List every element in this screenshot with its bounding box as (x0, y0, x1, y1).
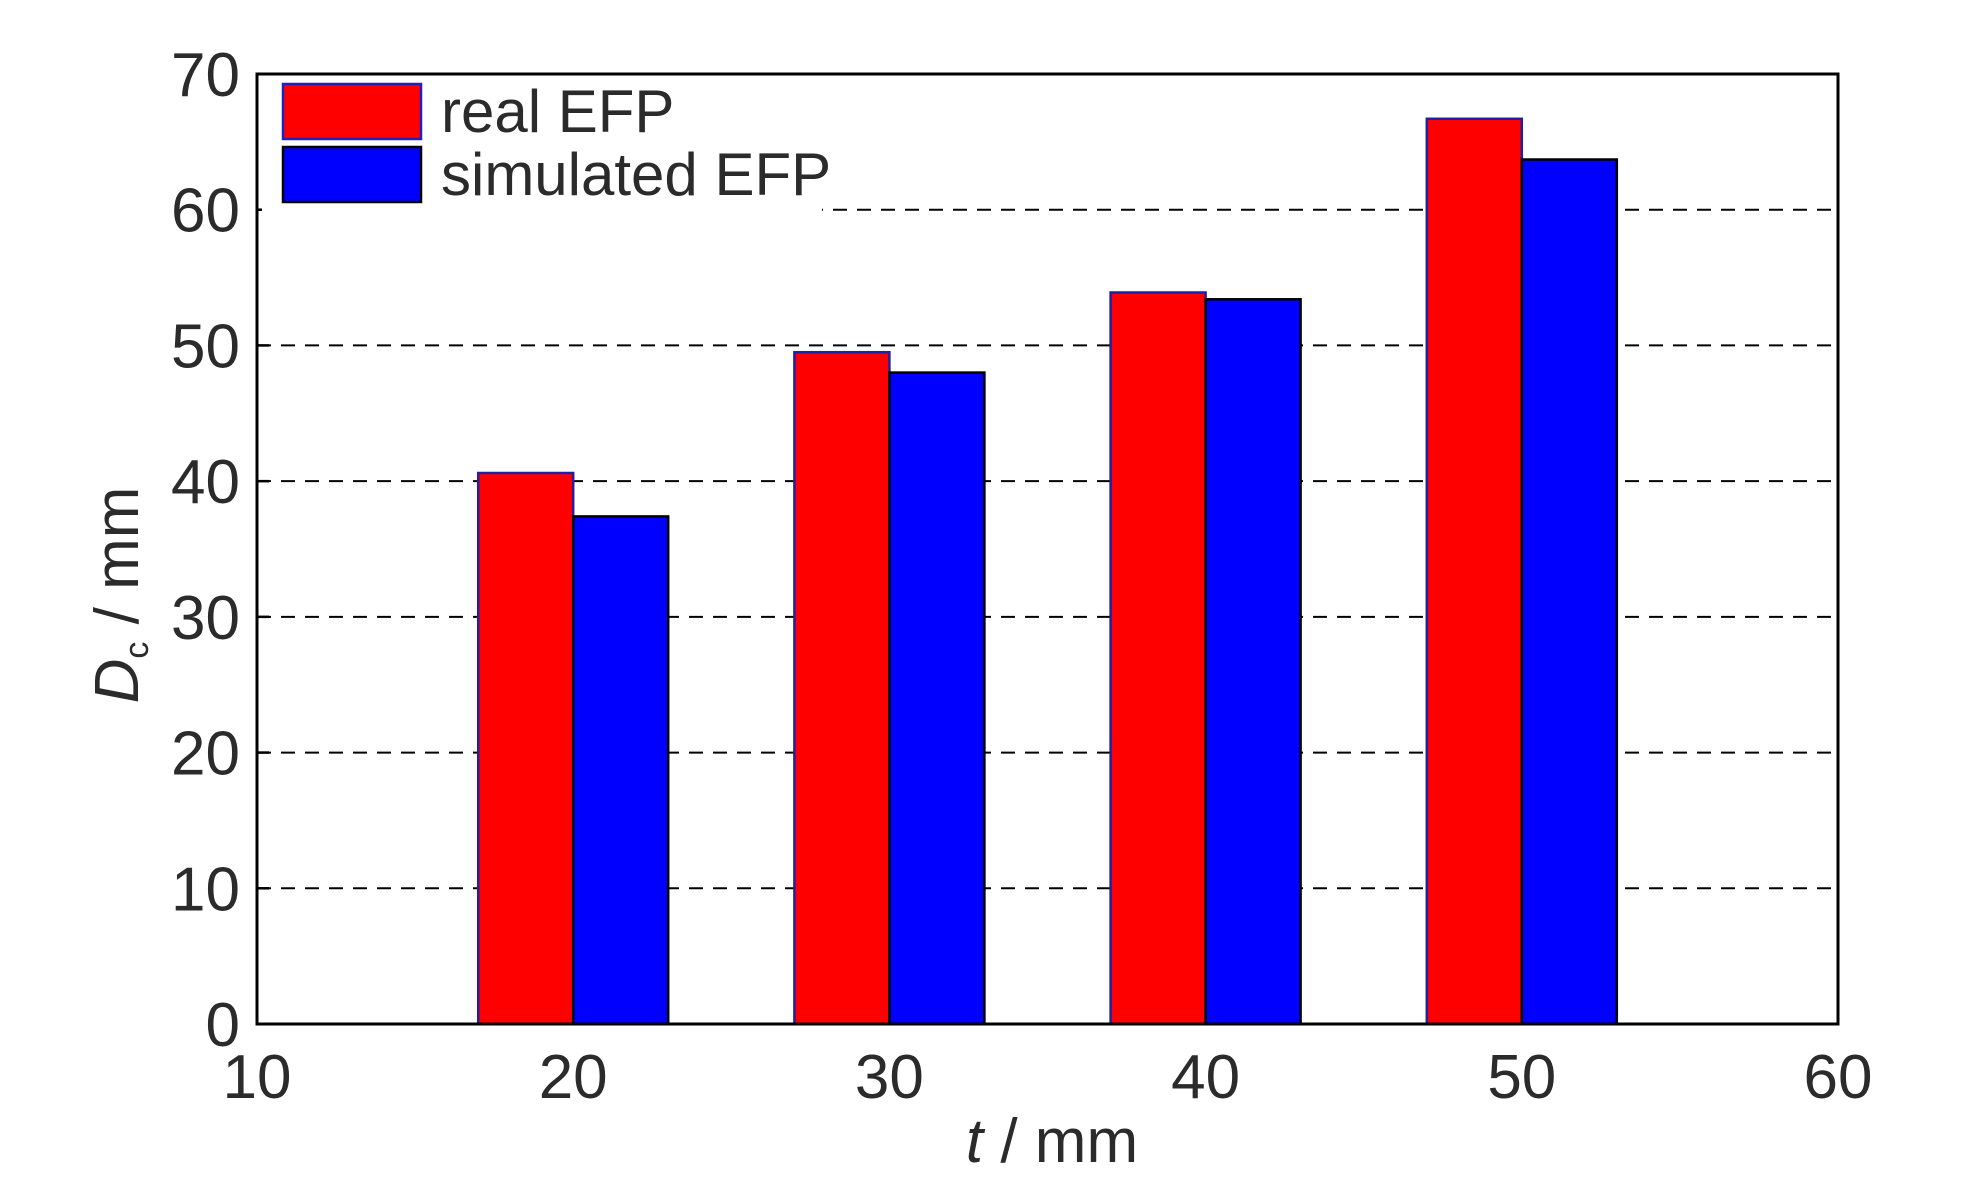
y-tick-label-20: 20 (171, 720, 240, 789)
x-tick-label-10: 10 (223, 1043, 292, 1112)
x-tick-label-50: 50 (1487, 1043, 1556, 1112)
legend-label-real: real EFP (441, 78, 674, 145)
legend-swatch-simulated (281, 145, 423, 204)
bar-real-50 (1425, 117, 1524, 1026)
x-tick-label-30: 30 (855, 1043, 924, 1112)
bar-simulated-50 (1520, 158, 1619, 1026)
y-tick-label-70: 70 (171, 41, 240, 110)
y-axis-title: Dc / mm (83, 487, 156, 704)
y-axis-title-sub: c (118, 642, 156, 659)
y-tick-label-0: 0 (206, 991, 240, 1060)
bar-real-30 (793, 350, 891, 1026)
bar-simulated-30 (888, 371, 986, 1026)
y-tick-label-30: 30 (171, 584, 240, 653)
x-axis-title: t / mm (966, 1107, 1138, 1176)
plot-frame (255, 72, 1840, 1026)
bar-simulated-20 (571, 515, 670, 1026)
x-tick-label-40: 40 (1171, 1043, 1240, 1112)
y-axis-title-rest: / mm (83, 487, 152, 642)
y-tick-label-60: 60 (171, 177, 240, 246)
y-axis-title-italic: D (83, 659, 152, 704)
legend-label-simulated: simulated EFP (441, 141, 831, 208)
y-tick-label-40: 40 (171, 448, 240, 517)
bar-simulated-40 (1204, 298, 1302, 1026)
x-tick-label-20: 20 (539, 1043, 608, 1112)
x-tick-label-60: 60 (1804, 1043, 1873, 1112)
bars (476, 117, 1619, 1026)
x-axis-title-italic: t (966, 1107, 986, 1176)
x-axis-title-rest: / mm (983, 1107, 1138, 1176)
bar-real-40 (1109, 291, 1207, 1026)
bar-real-20 (476, 471, 575, 1026)
y-tick-label-10: 10 (171, 855, 240, 924)
y-tick-label-50: 50 (171, 312, 240, 381)
legend-swatch-real (281, 82, 423, 141)
